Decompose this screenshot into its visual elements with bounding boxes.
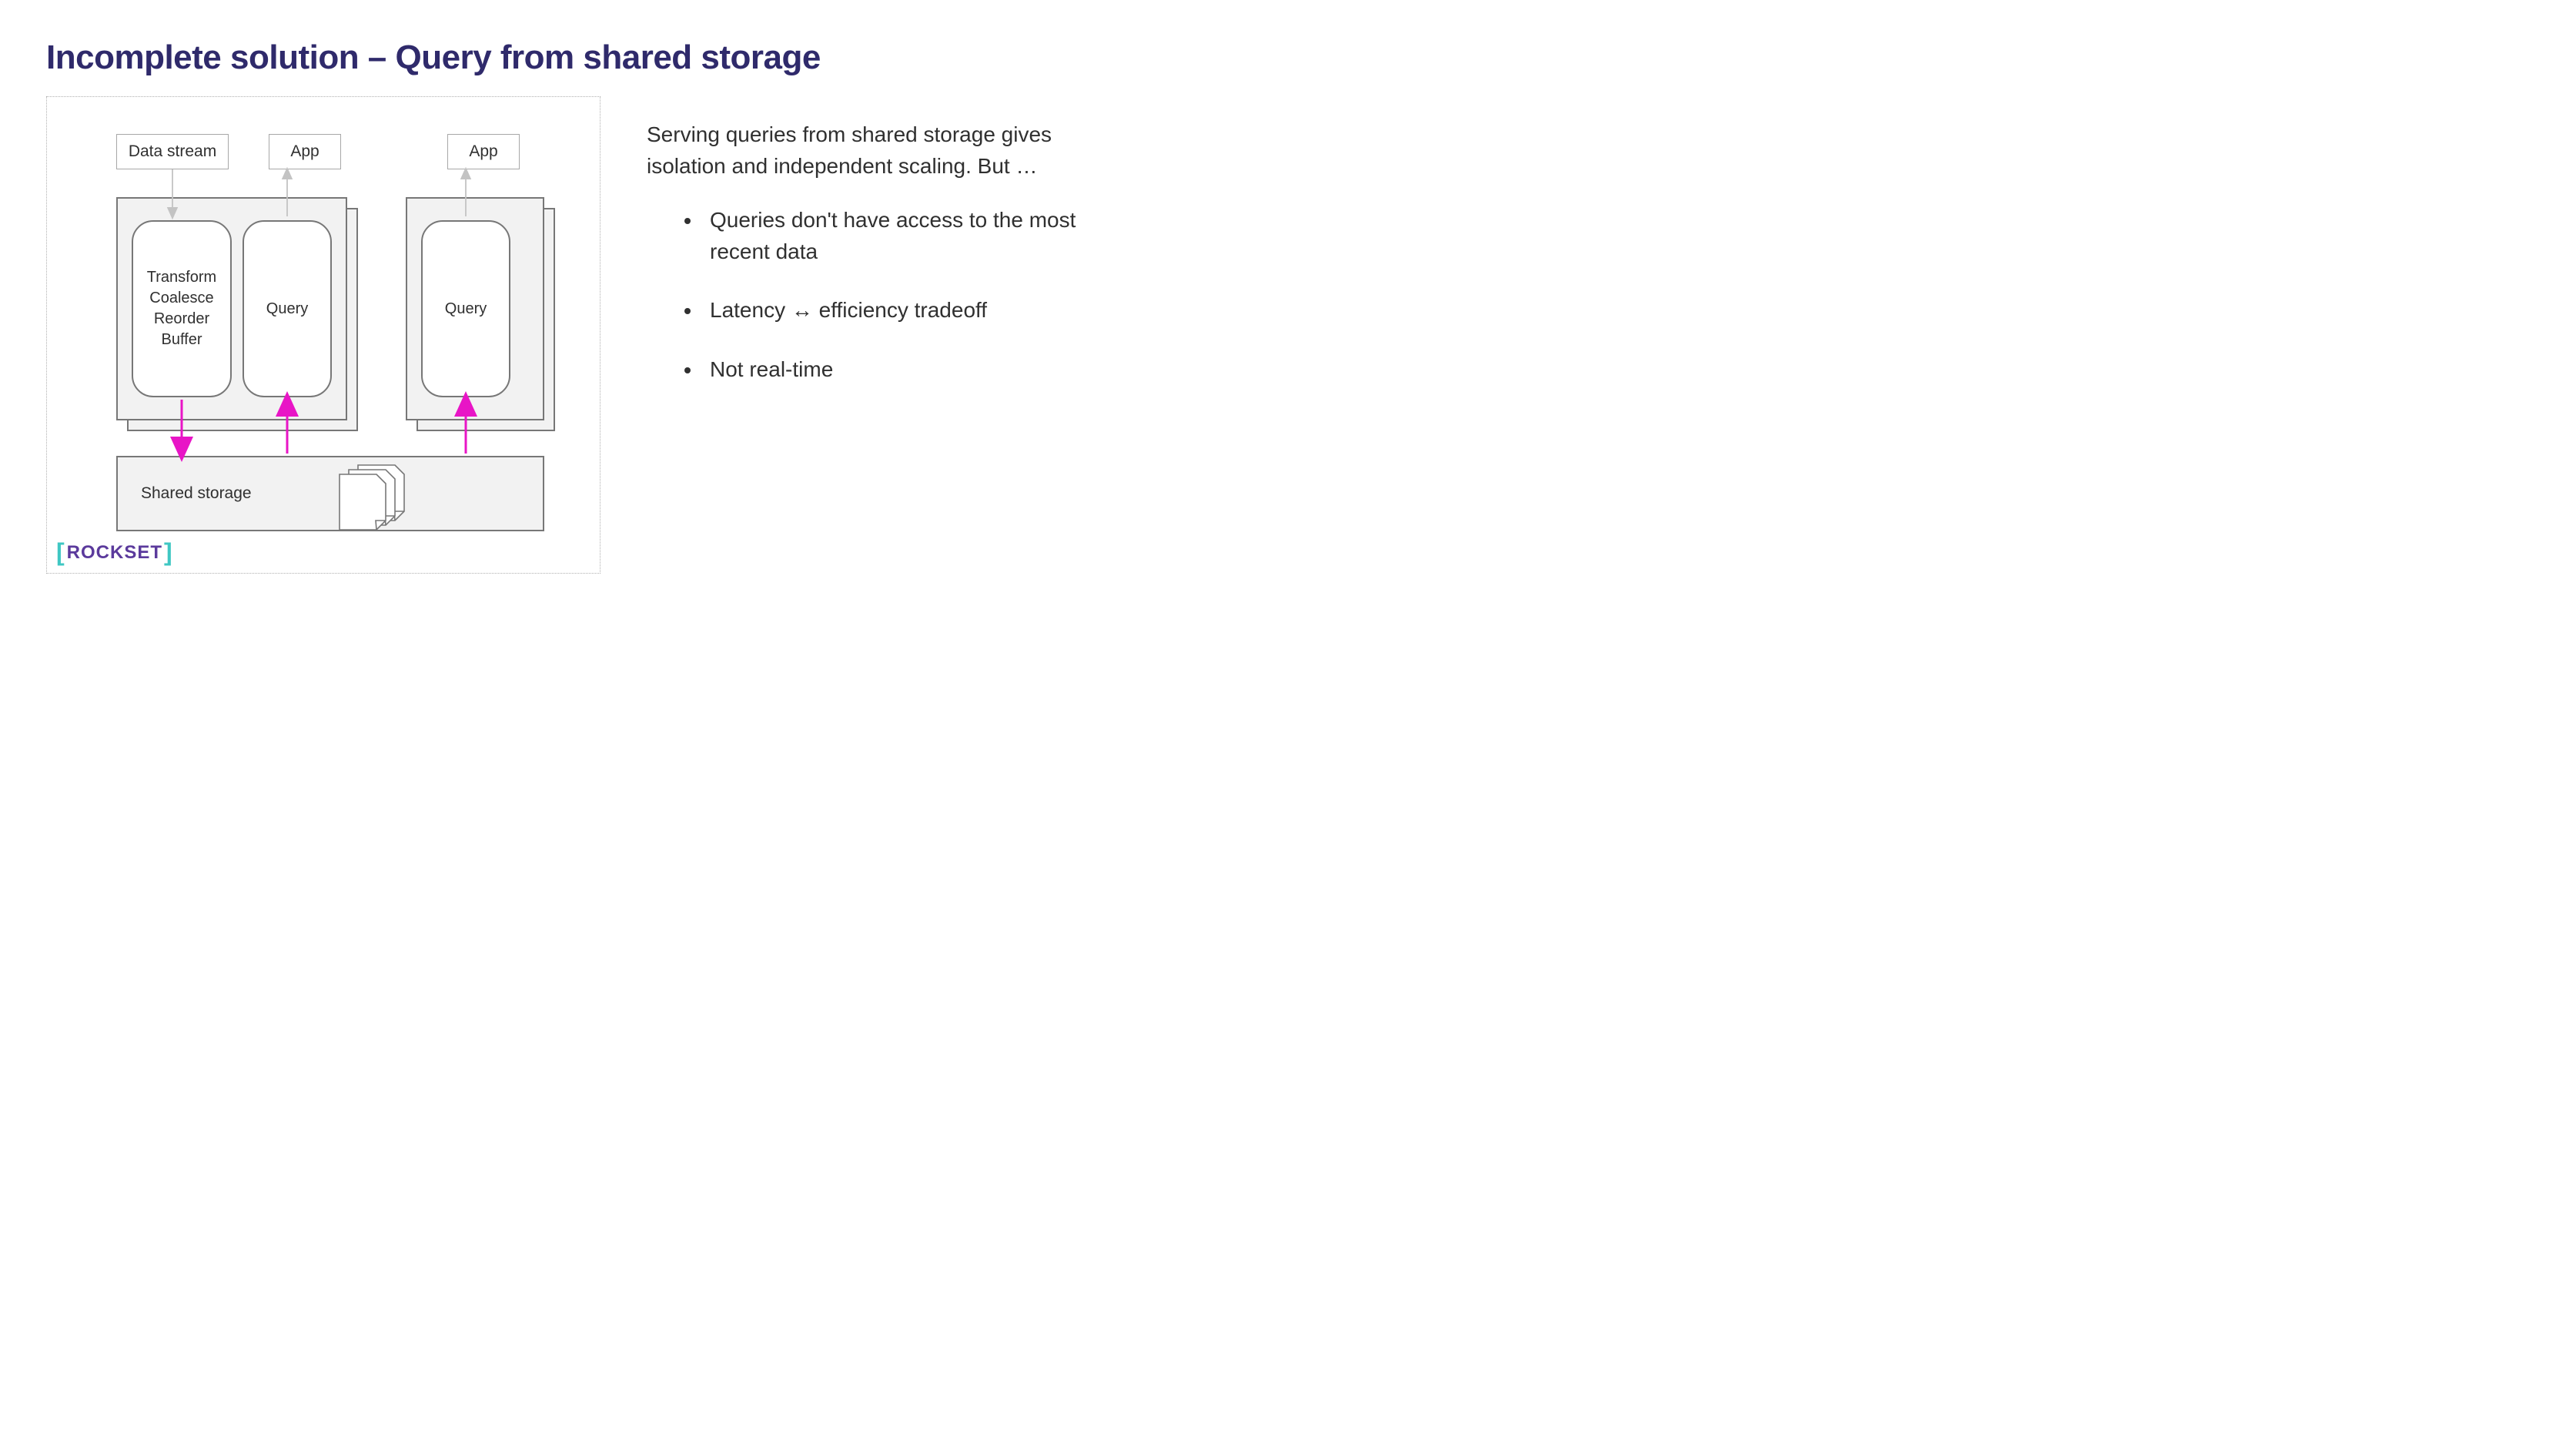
bullet-2: Latency ↔ efficiency tradeoff	[702, 295, 1078, 326]
data-stream-label: Data stream	[129, 141, 216, 162]
query-label-2: Query	[445, 299, 487, 320]
app-label-2: App	[469, 141, 497, 162]
query-pill-2: Query	[421, 220, 510, 397]
content-row: Data stream App App Transform Coalesce R…	[46, 96, 1078, 574]
shared-storage-box: Shared storage	[116, 456, 544, 531]
app-label-1: App	[290, 141, 319, 162]
bullet-list: Queries don't have access to the most re…	[647, 205, 1078, 385]
bullet-3: Not real-time	[702, 354, 1078, 386]
logo-bracket-left: [	[56, 543, 65, 563]
transform-label: Transform Coalesce Reorder Buffer	[147, 267, 216, 350]
rockset-logo: [ ROCKSET ]	[56, 542, 173, 564]
query-label-1: Query	[266, 299, 308, 320]
logo-name: ROCKSET	[65, 542, 164, 564]
app-box-1: App	[269, 134, 341, 169]
transform-pill: Transform Coalesce Reorder Buffer	[132, 220, 232, 397]
query-pill-1: Query	[243, 220, 332, 397]
app-box-2: App	[447, 134, 520, 169]
text-column: Serving queries from shared storage give…	[647, 96, 1078, 574]
architecture-diagram: Data stream App App Transform Coalesce R…	[46, 96, 601, 574]
logo-bracket-right: ]	[164, 543, 173, 563]
slide-title: Incomplete solution – Query from shared …	[46, 39, 1078, 77]
data-stream-box: Data stream	[116, 134, 229, 169]
intro-text: Serving queries from shared storage give…	[647, 119, 1078, 182]
slide: Incomplete solution – Query from shared …	[0, 0, 1124, 633]
bullet-1: Queries don't have access to the most re…	[702, 205, 1078, 267]
shared-storage-label: Shared storage	[141, 484, 252, 503]
